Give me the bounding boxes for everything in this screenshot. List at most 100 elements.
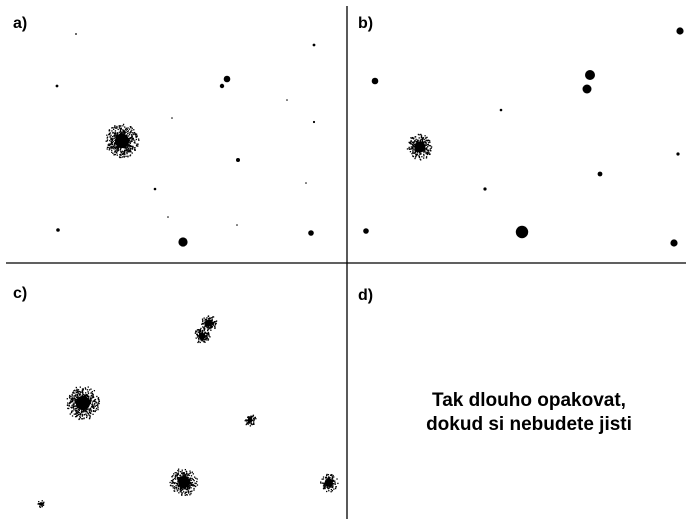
- blob-speck: [39, 503, 41, 505]
- blob-speck: [97, 402, 99, 404]
- blob-speck: [80, 410, 83, 412]
- blob-speck: [97, 398, 100, 400]
- blob-speck: [416, 144, 418, 146]
- blob-speck: [420, 150, 422, 153]
- blob-speck: [74, 416, 77, 418]
- speckle-blob: [66, 386, 101, 421]
- blob-speck: [195, 485, 197, 488]
- blob-speck: [330, 478, 332, 481]
- blob-speck: [426, 136, 428, 139]
- blob-speck: [171, 476, 173, 478]
- blob-speck: [330, 491, 332, 493]
- blob-speck: [123, 155, 125, 157]
- blob-speck: [172, 482, 174, 484]
- blob-speck: [329, 482, 331, 485]
- blob-speck: [75, 410, 77, 413]
- blob-speck: [191, 490, 193, 492]
- blob-speck: [184, 494, 186, 496]
- blob-speck: [210, 326, 213, 328]
- blob-speck: [71, 395, 73, 397]
- blob-speck: [83, 411, 85, 413]
- blob-speck: [181, 493, 183, 495]
- blob-speck: [195, 482, 197, 485]
- blob-speck: [125, 145, 127, 148]
- blob-speck: [188, 480, 190, 483]
- blob-speck: [113, 146, 116, 149]
- blob-speck: [116, 135, 118, 137]
- blob-speck: [75, 412, 77, 415]
- blob-speck: [121, 144, 123, 146]
- blob-speck: [421, 156, 423, 158]
- blob-speck: [325, 484, 327, 486]
- blob-speck: [135, 138, 137, 141]
- blob-speck: [198, 338, 200, 341]
- dot: [312, 43, 316, 47]
- blob-speck: [108, 133, 110, 136]
- blob-speck: [121, 135, 123, 137]
- blob-speck: [89, 399, 91, 401]
- dot: [55, 84, 59, 88]
- blob-speck: [121, 150, 123, 152]
- blob-speck: [85, 408, 87, 410]
- blob-speck: [205, 318, 207, 320]
- blob-speck: [331, 486, 333, 488]
- blob-speck: [199, 333, 201, 335]
- blob-speck: [117, 145, 119, 147]
- blob-speck: [98, 400, 101, 403]
- blob-speck: [94, 410, 96, 412]
- blob-speck: [124, 147, 126, 149]
- blob-speck: [414, 146, 417, 149]
- blob-speck: [88, 389, 91, 391]
- blob-speck: [118, 142, 120, 144]
- blob-speck: [122, 146, 125, 148]
- blob-speck: [82, 400, 85, 403]
- blob-speck: [127, 141, 129, 143]
- blob-speck: [129, 150, 131, 153]
- blob-speck: [129, 140, 131, 142]
- blob-speck: [84, 387, 86, 389]
- blob-speck: [411, 137, 413, 140]
- blob-speck: [76, 389, 78, 391]
- blob-speck: [331, 490, 334, 492]
- blob-speck: [43, 501, 45, 503]
- blob-speck: [89, 407, 92, 409]
- blob-speck: [202, 339, 204, 341]
- blob-speck: [251, 423, 253, 425]
- blob-speck: [130, 126, 132, 129]
- blob-speck: [184, 480, 186, 483]
- blob-speck: [205, 338, 207, 341]
- blob-speck: [325, 479, 327, 481]
- blob-speck: [420, 141, 422, 144]
- blob-speck: [134, 140, 136, 142]
- blob-speck: [422, 146, 425, 148]
- blob-speck: [125, 140, 127, 142]
- blob-speck: [81, 394, 83, 397]
- blob-speck: [201, 333, 203, 336]
- blob-speck: [206, 326, 208, 328]
- blob-speck: [428, 152, 430, 154]
- blob-speck: [119, 134, 122, 136]
- blob-speck: [427, 149, 430, 151]
- blob-speck: [193, 476, 196, 478]
- blob-speck: [124, 149, 127, 151]
- blob-speck: [176, 478, 179, 480]
- blob-speck: [90, 392, 92, 394]
- blob-speck: [417, 143, 419, 145]
- blob-speck: [42, 503, 45, 505]
- blob-speck: [414, 136, 416, 138]
- blob-speck: [72, 398, 74, 400]
- blob-speck: [95, 409, 97, 411]
- blob-speck: [247, 421, 249, 423]
- blob-speck: [204, 336, 206, 339]
- blob-speck: [193, 487, 195, 490]
- blob-speck: [118, 146, 120, 149]
- blob-speck: [84, 410, 86, 412]
- blob-speck: [86, 395, 89, 397]
- blob-speck: [118, 125, 120, 127]
- blob-speck: [97, 397, 100, 399]
- blob-speck: [205, 320, 207, 323]
- blob-speck: [117, 148, 119, 150]
- blob-speck: [133, 131, 136, 134]
- blob-speck: [83, 394, 85, 397]
- blob-speck: [94, 401, 96, 403]
